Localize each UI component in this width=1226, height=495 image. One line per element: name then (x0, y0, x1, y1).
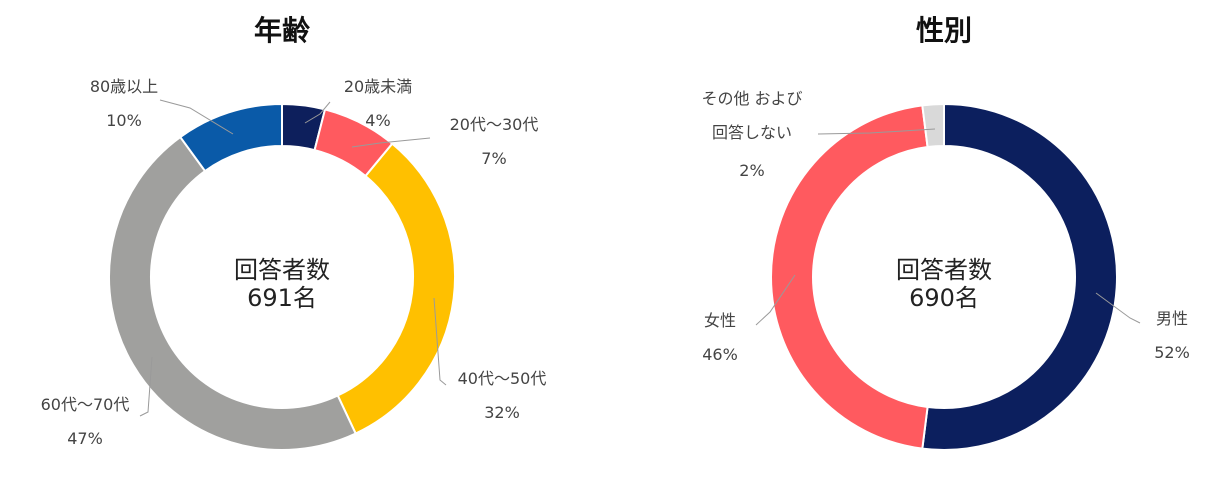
age-leader-40-50 (433, 297, 447, 386)
age-leader-20-30 (351, 137, 431, 148)
age-slice-label-80plus: 80歳以上 (90, 77, 158, 96)
age-slice-label-20-30: 20代～30代 (450, 115, 539, 134)
age-slice-label-40-50: 40代～50代 (458, 369, 547, 388)
age-leader-60-70 (139, 356, 153, 417)
gender-leader-female (755, 274, 796, 326)
age-slice-3 (107, 135, 357, 451)
gender-slice-pct-other: 2% (739, 161, 764, 180)
age-slice-label-60-70: 60代～70代 (41, 395, 130, 414)
age-slice-pct-60-70: 47% (67, 429, 103, 448)
gender-leader-male (1095, 292, 1141, 324)
gender-chart-title: 性別 (916, 14, 972, 47)
age-leader-under20 (304, 101, 331, 124)
gender-slice-pct-female: 46% (702, 345, 738, 364)
gender-donut (769, 102, 1118, 451)
age-slice-pct-80plus: 10% (106, 111, 142, 130)
gender-slice-0 (921, 102, 1118, 451)
age-center-label: 回答者数 (234, 256, 330, 284)
gender-slice-pct-male: 52% (1154, 343, 1190, 362)
age-slice-label-under20: 20歳未満 (344, 77, 412, 96)
gender-center-count: 690名 (909, 284, 979, 312)
age-donut (107, 102, 456, 451)
gender-leader-other (817, 128, 936, 135)
age-slice-pct-40-50: 32% (484, 403, 520, 422)
gender-slice-label-other-line1: その他 および (701, 89, 802, 108)
age-chart: 年齢 回答者数 691名 20歳未満 4% 20代～30代 7% 40代～50代… (41, 14, 547, 451)
age-slice-pct-under20: 4% (365, 111, 390, 130)
age-slice-2 (336, 142, 456, 435)
gender-center-label: 回答者数 (896, 256, 992, 284)
age-slice-pct-20-30: 7% (481, 149, 506, 168)
gender-slice-1 (769, 104, 929, 450)
gender-slice-label-other-line2: 回答しない (712, 123, 792, 142)
age-chart-title: 年齢 (254, 14, 310, 47)
age-center-count: 691名 (247, 284, 317, 312)
gender-slice-2 (921, 102, 945, 149)
gender-slice-label-female: 女性 (704, 311, 736, 330)
age-leader-80plus (159, 99, 234, 135)
gender-chart: 性別 回答者数 690名 男性 52% 女性 46% その他 および 回答しない… (701, 14, 1190, 451)
gender-slice-label-male: 男性 (1156, 309, 1188, 328)
